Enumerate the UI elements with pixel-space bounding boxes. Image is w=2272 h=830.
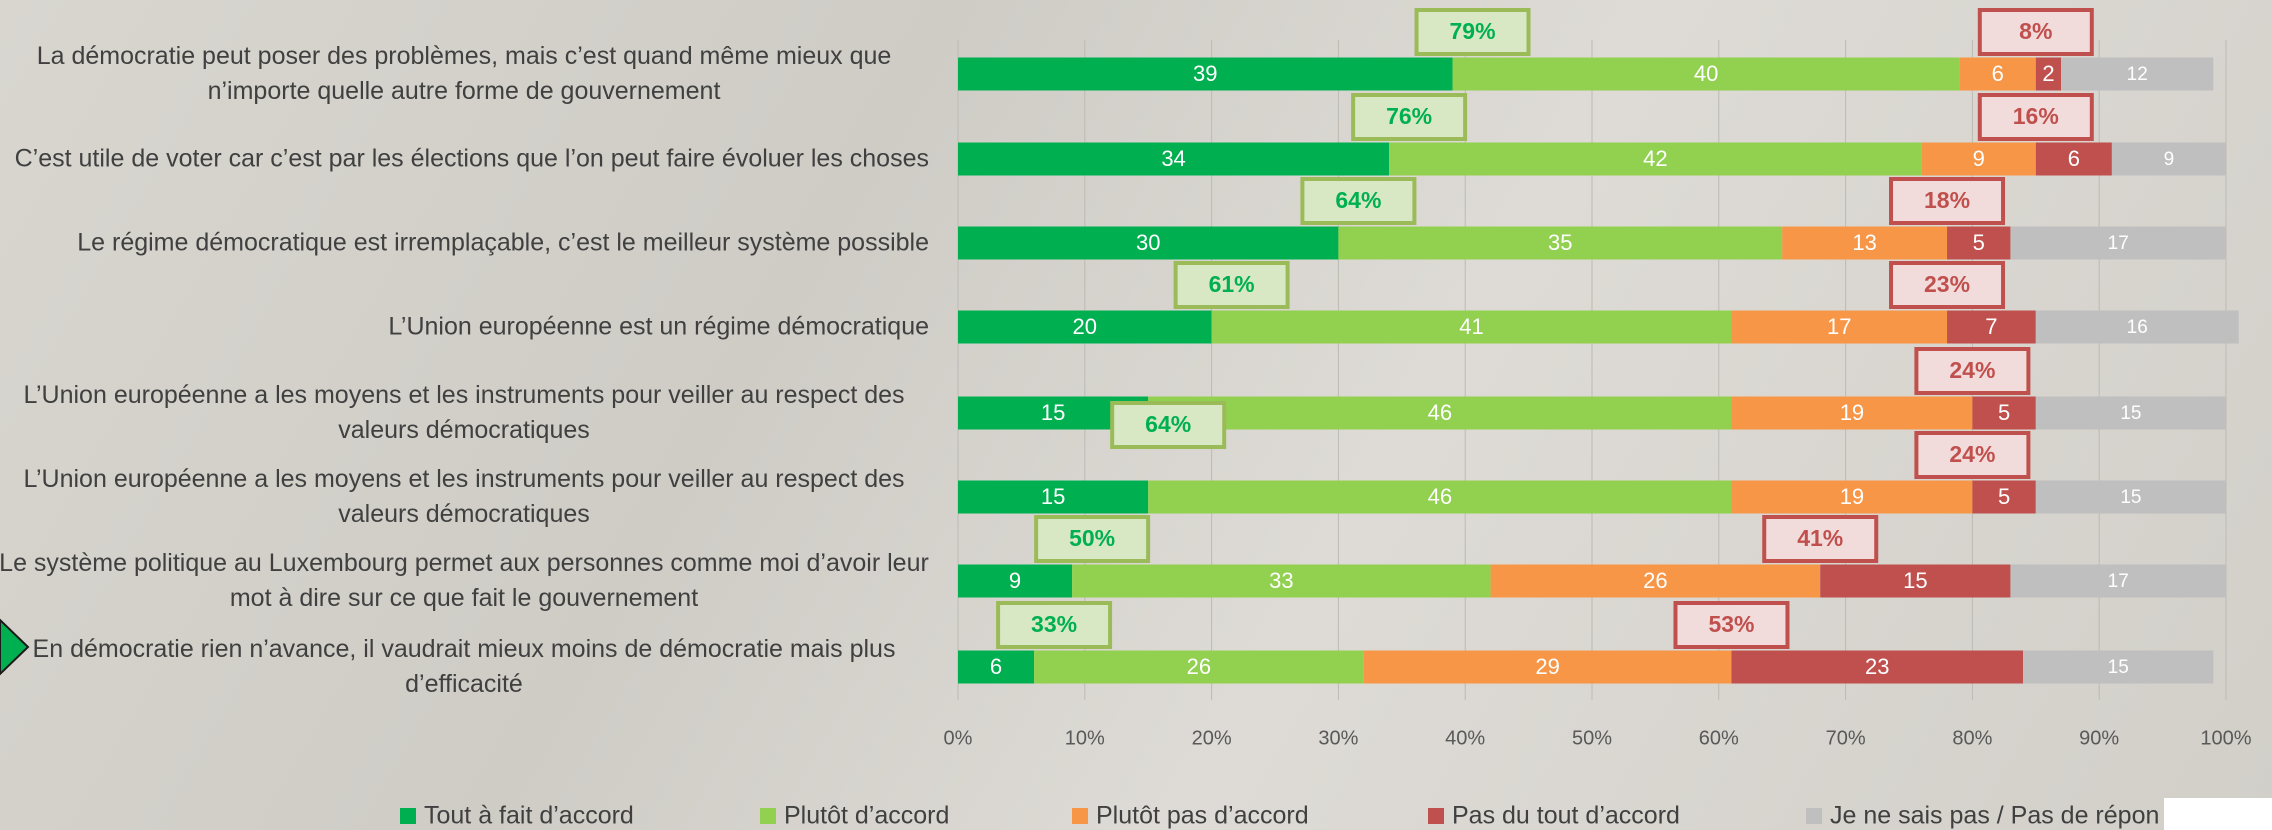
cover [2164, 798, 2272, 830]
bar-value-label: 35 [1548, 230, 1572, 255]
bar-value-label: 19 [1840, 400, 1864, 425]
x-tick-label: 100% [2200, 727, 2251, 749]
legend-swatch [1072, 808, 1088, 824]
slide: 0% 10% 20% 30% 40% 50% 60% 70% 80% 90% 100% 39 40 6 2 1… [0, 0, 2272, 830]
bar-value-label: 29 [1535, 654, 1559, 679]
bar-value-label: 12 [2127, 64, 2148, 85]
bar-value-label: 46 [1428, 484, 1452, 509]
category-label: C’est utile de voter car c’est par les é… [15, 142, 929, 177]
legend-label: Pas du tout d’accord [1452, 802, 1680, 830]
bar-value-label: 26 [1187, 654, 1211, 679]
x-tick-label: 30% [1318, 727, 1358, 749]
bar-value-label: 2 [2042, 61, 2054, 86]
total-label: 8% [2019, 18, 2052, 44]
category-label: L’Union européenne a les moyens et les i… [0, 462, 929, 532]
total-label: 50% [1069, 525, 1115, 551]
total-label: 76% [1386, 103, 1432, 129]
legend-label: Je ne sais pas / Pas de répon [1830, 802, 2159, 830]
category-label-box: La démocratie peut poser des problèmes, … [0, 39, 929, 109]
bar-value-label: 9 [2164, 149, 2175, 170]
bar-value-label: 17 [2108, 233, 2129, 254]
bar-value-label: 15 [1041, 484, 1065, 509]
total-label: 16% [2013, 103, 2059, 129]
bar-value-label: 40 [1694, 61, 1718, 86]
total-label: 23% [1924, 271, 1970, 297]
bar-value-label: 20 [1073, 314, 1097, 339]
x-tick-label: 60% [1699, 727, 1739, 749]
total-label: 41% [1797, 525, 1843, 551]
category-label: L’Union européenne a les moyens et les i… [0, 378, 929, 448]
legend-swatch [400, 808, 416, 824]
bar-value-label: 23 [1865, 654, 1889, 679]
bar-value-label: 30 [1136, 230, 1160, 255]
total-label: 24% [1949, 357, 1995, 383]
bar-value-label: 15 [2120, 403, 2141, 424]
legend-swatch [760, 808, 776, 824]
legend-swatch [1428, 808, 1444, 824]
x-tick-label: 50% [1572, 727, 1612, 749]
bar-value-label: 41 [1459, 314, 1483, 339]
bar-value-label: 7 [1985, 314, 1997, 339]
x-tick-label: 80% [1952, 727, 1992, 749]
category-label-box: L’Union européenne est un régime démocra… [0, 310, 929, 345]
bar-value-label: 9 [1009, 568, 1021, 593]
category-label: En démocratie rien n’avance, il vaudrait… [0, 632, 929, 702]
total-label: 64% [1145, 411, 1191, 437]
category-label-box: L’Union européenne a les moyens et les i… [0, 378, 929, 448]
category-label: Le système politique au Luxembourg perme… [0, 546, 929, 616]
category-label-box: L’Union européenne a les moyens et les i… [0, 462, 929, 532]
total-label: 61% [1209, 271, 1255, 297]
category-label-box: En démocratie rien n’avance, il vaudrait… [0, 632, 929, 702]
legend-label: Plutôt d’accord [784, 802, 949, 830]
category-label: La démocratie peut poser des problèmes, … [0, 39, 929, 109]
bar-value-label: 42 [1643, 146, 1667, 171]
bar-value-label: 46 [1428, 400, 1452, 425]
total-label: 24% [1949, 441, 1995, 467]
total-label: 18% [1924, 187, 1970, 213]
bar-value-label: 6 [1992, 61, 2004, 86]
bar-value-label: 26 [1643, 568, 1667, 593]
category-label-box: C’est utile de voter car c’est par les é… [0, 142, 929, 177]
x-tick-label: 90% [2079, 727, 2119, 749]
bar-value-label: 6 [990, 654, 1002, 679]
x-tick-label: 70% [1826, 727, 1866, 749]
bar-value-label: 39 [1193, 61, 1217, 86]
x-tick-label: 40% [1445, 727, 1485, 749]
bar-value-label: 13 [1852, 230, 1876, 255]
bar-value-label: 33 [1269, 568, 1293, 593]
category-label: Le régime démocratique est irremplaçable… [77, 226, 929, 261]
x-tick-label: 0% [944, 727, 973, 749]
bar-value-label: 5 [1998, 484, 2010, 509]
bar-value-label: 16 [2127, 317, 2148, 338]
category-label-box: Le régime démocratique est irremplaçable… [0, 226, 929, 261]
bar-value-label: 5 [1973, 230, 1985, 255]
legend-label: Plutôt pas d’accord [1096, 802, 1309, 830]
bar-value-label: 15 [1041, 400, 1065, 425]
x-tick-label: 10% [1065, 727, 1105, 749]
bar-value-label: 9 [1973, 146, 1985, 171]
x-tick-label: 20% [1192, 727, 1232, 749]
bar-value-label: 17 [1827, 314, 1851, 339]
category-label-box: Le système politique au Luxembourg perme… [0, 546, 929, 616]
total-label: 53% [1708, 611, 1754, 637]
bar-value-label: 34 [1161, 146, 1185, 171]
bar-value-label: 6 [2068, 146, 2080, 171]
bar-value-label: 5 [1998, 400, 2010, 425]
legend-swatch [1806, 808, 1822, 824]
bar-value-label: 15 [2108, 657, 2129, 678]
bar-value-label: 17 [2108, 571, 2129, 592]
total-label: 64% [1335, 187, 1381, 213]
total-label: 33% [1031, 611, 1077, 637]
total-label: 79% [1449, 18, 1495, 44]
category-label: L’Union européenne est un régime démocra… [388, 310, 929, 345]
bar-value-label: 15 [1903, 568, 1927, 593]
legend-label: Tout à fait d’accord [424, 802, 634, 830]
bar-value-label: 15 [2120, 487, 2141, 508]
bar-value-label: 19 [1840, 484, 1864, 509]
